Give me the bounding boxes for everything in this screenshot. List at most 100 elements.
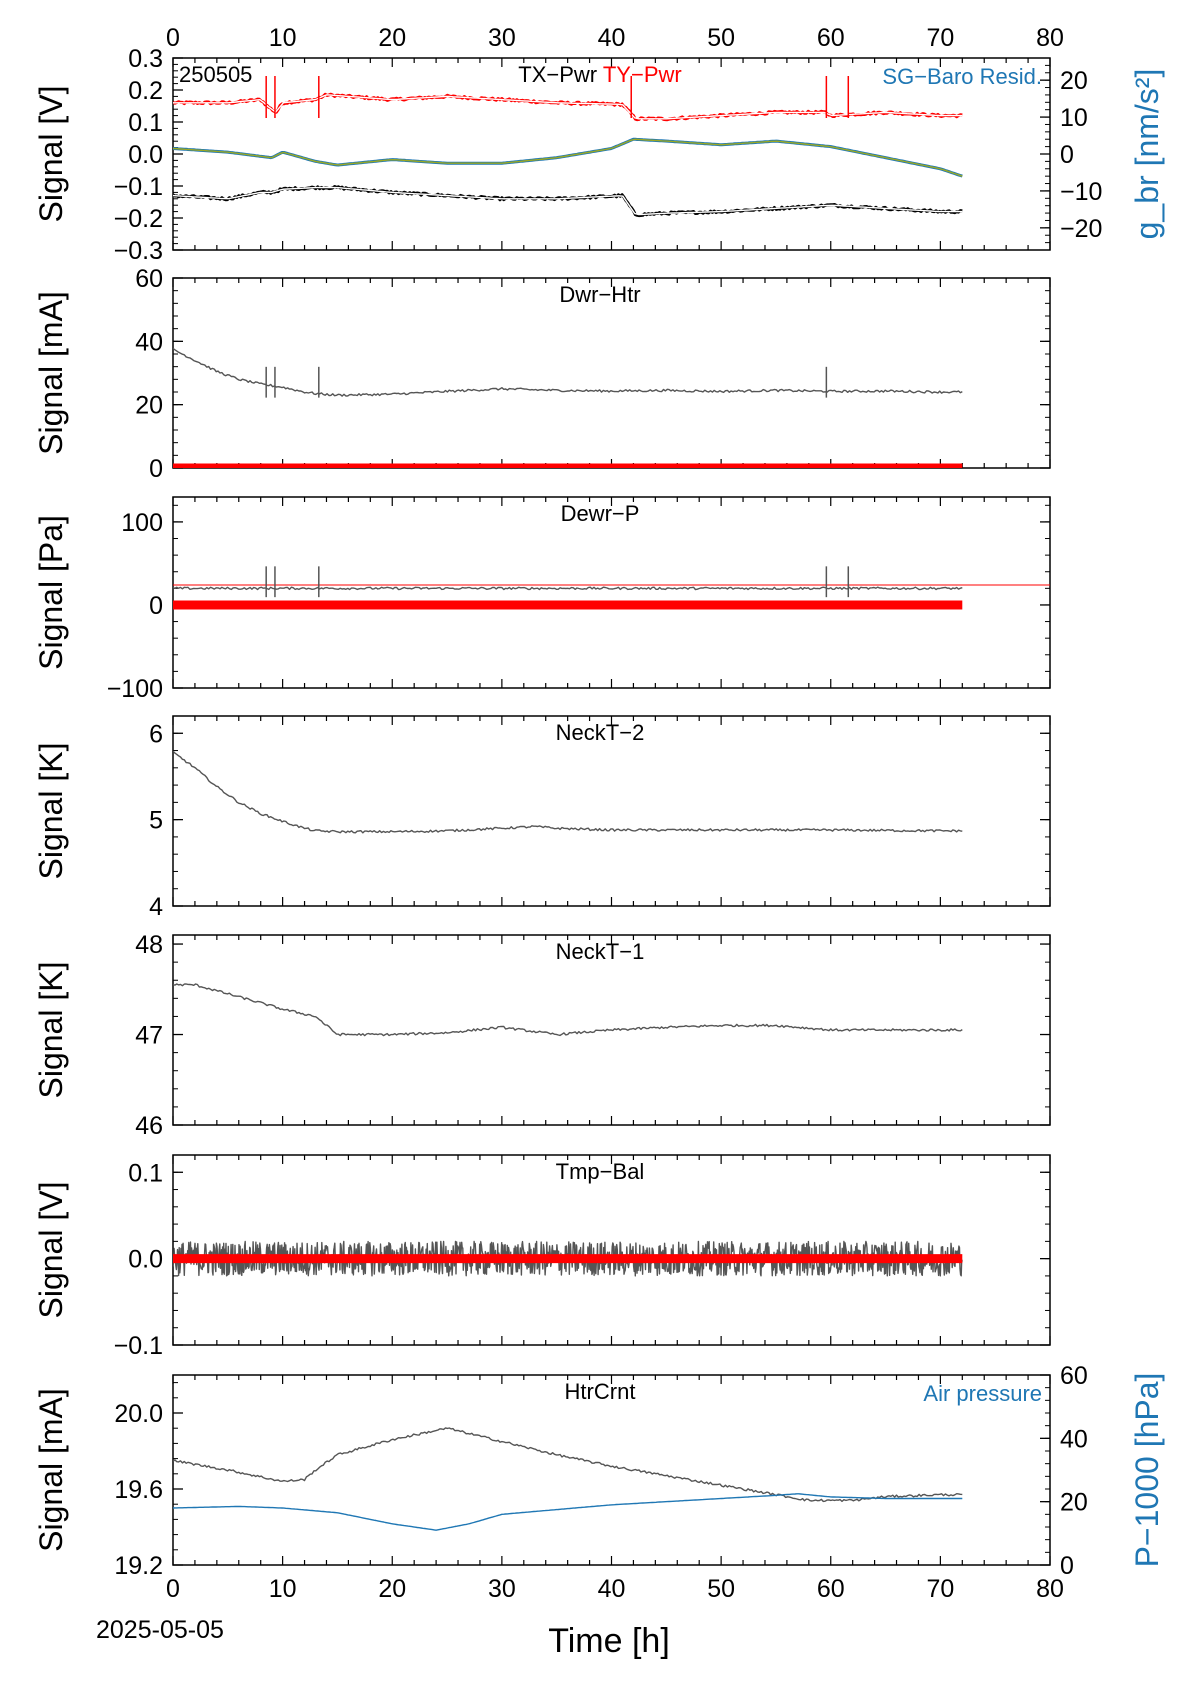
panel-p7: 19.2 19.6 20.0 0 20 40 60 P−1000 [hPa] Signal [m… (33, 1362, 1165, 1603)
x-tick-label-bottom: 80 (1036, 1575, 1064, 1603)
y-tick-label: −100 (107, 675, 163, 703)
y-tick-label: 19.2 (114, 1552, 163, 1580)
series-line (173, 1493, 963, 1531)
panel-legend: SG−Baro Resid. (882, 64, 1042, 89)
y-tick-label: 4 (149, 893, 163, 921)
series-group (173, 1240, 963, 1277)
y2-tick-label: 10 (1060, 104, 1088, 132)
y-tick-label: 19.6 (114, 1476, 163, 1504)
panel-p4: 4 5 6 Signal [K] NeckT−2 (33, 715, 1051, 921)
x-tick-label-top: 10 (269, 24, 297, 52)
panel-title: TX−Pwr TY−Pwr (518, 62, 681, 87)
panel-title-part: TX−Pwr (518, 62, 597, 87)
panel-title-part: Dewr−P (561, 501, 640, 526)
y-tick-label: −0.2 (114, 205, 163, 233)
series-group (173, 750, 963, 834)
y-tick-label: 48 (135, 931, 163, 959)
x-tick-label-bottom: 0 (166, 1575, 180, 1603)
y2-tick-label: 40 (1060, 1425, 1088, 1453)
y-tick-label: 40 (135, 328, 163, 356)
y-tick-label: 100 (121, 509, 163, 537)
panel-p2: 0 20 40 60 Signal [mA] Dwr−Htr (33, 265, 1051, 483)
panel-legend: Air pressure (923, 1381, 1042, 1406)
panel-tag: 250505 (179, 62, 252, 87)
panel-p5: 46 47 48 Signal [K] NeckT−1 (33, 931, 1051, 1140)
panel-p6: −0.1 0.0 0.1 Signal [V] Tmp−Bal (33, 1154, 1051, 1360)
y-tick-label: 47 (135, 1022, 163, 1050)
series-group (173, 347, 963, 468)
x-tick-label-top: 60 (817, 24, 845, 52)
series-line (173, 347, 963, 397)
y2-tick-label: 20 (1060, 1489, 1088, 1517)
series-line (173, 750, 963, 834)
y-axis-label: Signal [mA] (33, 1388, 69, 1552)
y-tick-label: 5 (149, 807, 163, 835)
panel-title: Dwr−Htr (559, 282, 640, 307)
series-group (173, 983, 963, 1037)
y-axis-label: Signal [V] (33, 1182, 69, 1319)
panel-title: NeckT−1 (556, 939, 645, 964)
panel-title-part: Tmp−Bal (556, 1159, 645, 1184)
panel-p3: −100 0 100 Signal [Pa] Dewr−P (33, 496, 1051, 703)
x-tick-label-bottom: 60 (817, 1575, 845, 1603)
x-tick-label-bottom: 50 (707, 1575, 735, 1603)
y-tick-label: 0.3 (128, 45, 163, 73)
y-tick-label: 0.0 (128, 1246, 163, 1274)
x-tick-label-bottom: 30 (488, 1575, 516, 1603)
x-tick-label-top: 20 (378, 24, 406, 52)
y-tick-label: 0.2 (128, 77, 163, 105)
panel-title: HtrCrnt (565, 1379, 636, 1404)
x-tick-label-bottom: 40 (598, 1575, 626, 1603)
series-group (173, 76, 963, 218)
y-axis-label: Signal [K] (33, 743, 69, 880)
series-line (173, 1240, 963, 1277)
y-tick-label: −0.1 (114, 173, 163, 201)
y-axis-label: Signal [V] (33, 86, 69, 223)
series-fit-line (173, 186, 963, 216)
x-axis-label: Time [h] (548, 1622, 670, 1660)
series-fit-line (173, 94, 963, 120)
x-tick-label-top: 0 (166, 24, 180, 52)
y-tick-label: −0.1 (114, 1332, 163, 1360)
series-group (173, 566, 1050, 610)
y2-tick-label: 0 (1060, 1552, 1074, 1580)
y-tick-label: 46 (135, 1112, 163, 1140)
x-tick-label-bottom: 10 (269, 1575, 297, 1603)
y-tick-label: 0.1 (128, 109, 163, 137)
panel-title-part: Dwr−Htr (559, 282, 640, 307)
y2-tick-label: 0 (1060, 141, 1074, 169)
panel-title: NeckT−2 (556, 720, 645, 745)
x-tick-label-bottom: 20 (378, 1575, 406, 1603)
x-tick-label-top: 80 (1036, 24, 1064, 52)
y2-axis-label: g_br [nm/s²] (1129, 69, 1165, 240)
y-tick-label: 60 (135, 265, 163, 293)
y2-tick-label: 60 (1060, 1362, 1088, 1390)
y-tick-label: 0.1 (128, 1159, 163, 1187)
series-line (173, 185, 963, 218)
date-label: 2025-05-05 (96, 1616, 224, 1644)
x-tick-label-bottom: 70 (926, 1575, 954, 1603)
y-tick-label: 20 (135, 392, 163, 420)
series-group (173, 1427, 963, 1531)
y2-tick-label: −20 (1060, 215, 1102, 243)
y2-tick-label: −10 (1060, 178, 1102, 206)
panel-title: Dewr−P (561, 501, 640, 526)
series-line (173, 137, 963, 178)
y-tick-label: 6 (149, 720, 163, 748)
panel-title-part: NeckT−1 (556, 939, 645, 964)
series-fit-line (173, 138, 963, 177)
x-tick-label-top: 50 (707, 24, 735, 52)
x-tick-label-top: 70 (926, 24, 954, 52)
panel-p1: −0.3 −0.2 −0.1 0.0 0.1 0.2 0.3 −20 −10 0 10 20 g_br … (33, 24, 1165, 265)
y-tick-label: 0 (149, 592, 163, 620)
panel-title-part: TY−Pwr (597, 62, 682, 87)
y2-tick-label: 20 (1060, 67, 1088, 95)
series-line (173, 586, 963, 591)
y-tick-label: −0.3 (114, 237, 163, 265)
series-line (173, 92, 963, 122)
x-tick-label-top: 30 (488, 24, 516, 52)
x-tick-label-top: 40 (598, 24, 626, 52)
y-axis-label: Signal [K] (33, 962, 69, 1099)
